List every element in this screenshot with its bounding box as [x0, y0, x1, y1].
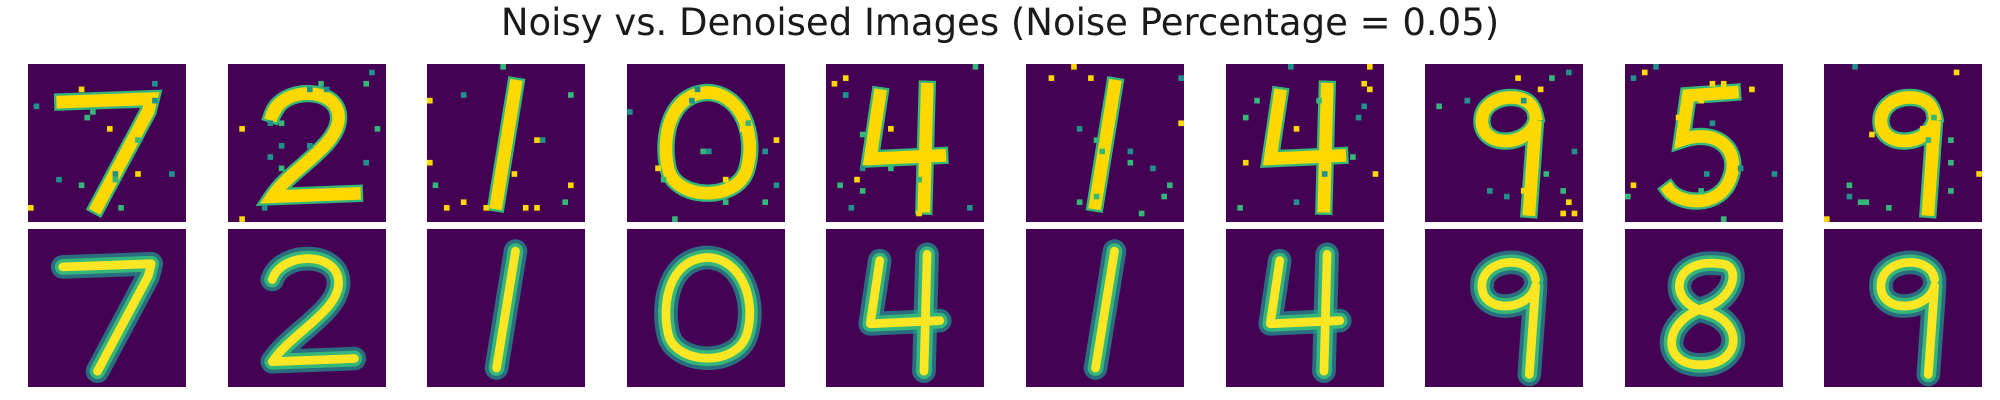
noisy-image-7: [1225, 64, 1384, 222]
noisy-image-6: [1026, 64, 1184, 222]
figure-title: Noisy vs. Denoised Images (Noise Percent…: [500, 1, 1500, 44]
denoised-image-6: [1026, 229, 1184, 387]
noisy-image-8: [1425, 64, 1584, 222]
noisy-image-1: [28, 64, 186, 222]
denoised-image-5: [826, 229, 985, 387]
denoised-image-3: [427, 229, 586, 387]
denoised-image-8: [1425, 229, 1584, 387]
denoised-image-9: [1624, 229, 1783, 387]
denoised-image-10: [1824, 229, 1983, 387]
noisy-image-5: [826, 64, 985, 222]
denoised-image-4: [626, 229, 785, 387]
noisy-image-3: [427, 64, 586, 222]
noisy-image-10: [1824, 64, 1983, 222]
denoised-image-2: [227, 229, 386, 387]
noisy-image-2: [227, 64, 386, 222]
noisy-image-4: [626, 64, 785, 222]
noisy-image-9: [1624, 64, 1783, 222]
denoised-image-7: [1225, 229, 1384, 387]
denoised-image-1: [28, 229, 186, 387]
